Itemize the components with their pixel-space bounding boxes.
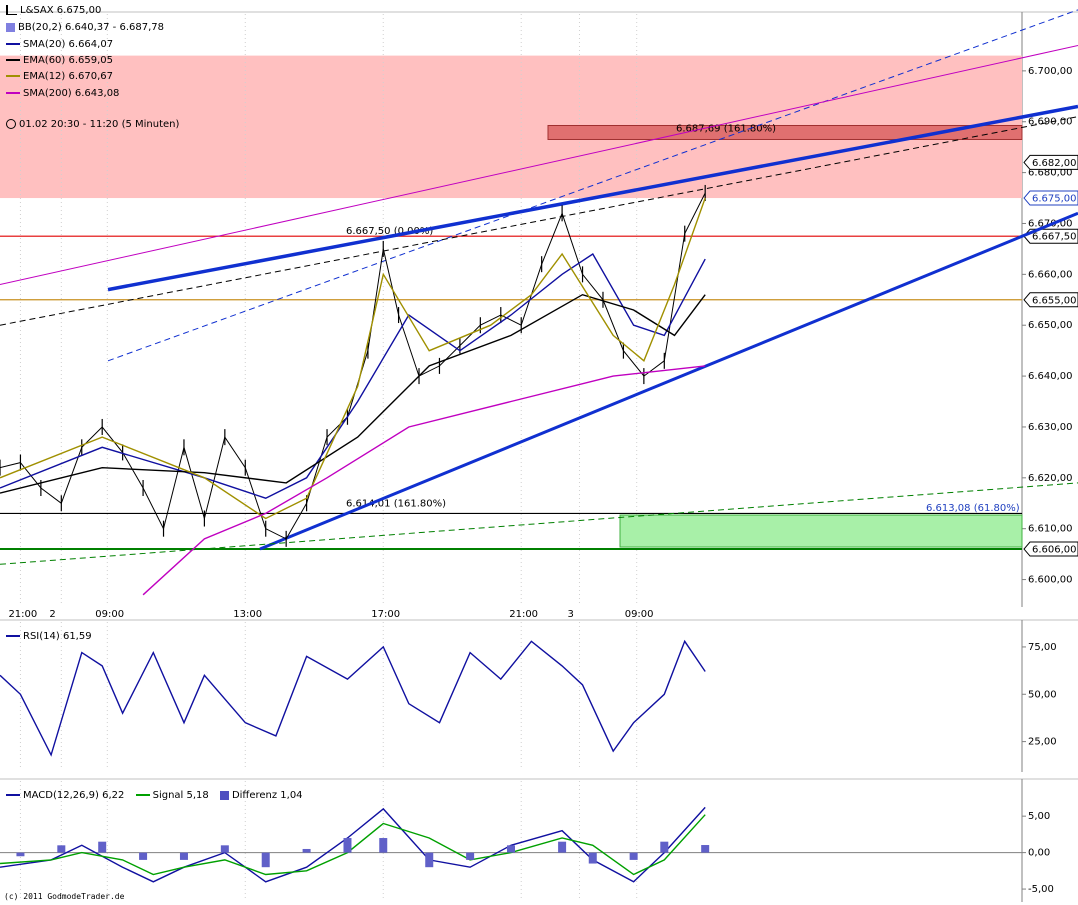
histogram-bar (379, 838, 388, 853)
price-marker-label: 6.667,50 (1032, 232, 1077, 243)
histogram-bar (57, 845, 66, 853)
y-tick-label: 6.680,00 (1028, 168, 1073, 179)
price-marker (1023, 190, 1078, 206)
macd-panel: -5,00 0,00 5,00 (0, 778, 1078, 902)
instrument-label: L&SAX 6.675,00 (6, 4, 101, 17)
price-marker (1023, 228, 1078, 244)
x-tick-label: 17:00 (371, 609, 400, 620)
x-tick-label: 21:00 (8, 609, 37, 620)
histogram-bar (629, 852, 638, 860)
y-tick-label: 0,00 (1028, 848, 1050, 859)
long-trend-line (0, 116, 1078, 326)
histogram-bar (507, 845, 515, 853)
annotation-label: 6.614,01 (161.80%) (346, 498, 446, 509)
legend-macd[interactable]: MACD(12,26,9) 6,22 Signal 5,18 Differenz… (6, 789, 303, 802)
histogram-bar (16, 852, 25, 857)
rsi-panel: 25,00 50,00 75,00 (0, 619, 1078, 772)
y-tick-label: -5,00 (1028, 884, 1054, 895)
legend-ema12[interactable]: EMA(12) 6.670,67 (6, 70, 113, 83)
y-tick-label: 50,00 (1028, 689, 1057, 700)
x-tick-label: 2 (49, 609, 55, 620)
y-tick-label: 6.600,00 (1028, 575, 1073, 586)
magenta-trend-line (0, 44, 1078, 286)
price-marker-label: 6.606,00 (1032, 545, 1077, 556)
lower-channel-line (259, 211, 1078, 551)
legend-sma20[interactable]: SMA(20) 6.664,07 (6, 38, 113, 51)
legend-bb[interactable]: BB(20,2) 6.640,37 - 6.687,78 (6, 21, 164, 34)
series-line (0, 253, 706, 499)
annotation-label: 6.667,50 (0.00%) (346, 226, 433, 237)
price-marker (1023, 292, 1078, 308)
histogram-icon (219, 790, 229, 800)
y-tick-label: 6.650,00 (1028, 320, 1073, 331)
legend-ema60[interactable]: EMA(60) 6.659,05 (6, 54, 113, 67)
price-marker (1023, 154, 1078, 170)
x-tick-label: 09:00 (625, 609, 654, 620)
series-line (142, 365, 706, 596)
x-tick-label: 21:00 (509, 609, 538, 620)
annotation-label: 6.687,69 (161.80%) (676, 123, 776, 134)
histogram-bar (261, 852, 270, 868)
histogram-bar (701, 845, 710, 853)
price-panel: 6.600,00 6.610,00 6.620,00 6.630,00 6.640,00… (0, 9, 1078, 620)
bar-chart-icon (6, 5, 17, 15)
histogram-bar (302, 848, 311, 853)
histogram-bar (220, 845, 229, 853)
copyright: (c) 2011 GodmodeTrader.de (4, 892, 125, 901)
y-tick-label: 6.690,00 (1028, 117, 1073, 128)
y-tick-label: 6.660,00 (1028, 269, 1073, 280)
histogram-bar (660, 841, 669, 853)
period-label: 01.02 20:30 - 11:20 (5 Minuten) (6, 118, 179, 131)
legend-sma200[interactable]: SMA(200) 6.643,08 (6, 87, 119, 100)
x-tick-label: 13:00 (233, 609, 262, 620)
legend-rsi[interactable]: RSI(14) 61,59 (6, 630, 92, 643)
series-line (0, 639, 706, 757)
histogram-bar (466, 852, 475, 860)
series-line (0, 197, 706, 520)
histogram-bar (588, 852, 597, 864)
price-marker-label: 6.655,00 (1032, 295, 1077, 306)
green-trend-line (0, 482, 1078, 565)
y-tick-label: 25,00 (1028, 737, 1057, 748)
y-tick-label: 6.640,00 (1028, 371, 1073, 382)
clock-icon (6, 119, 16, 129)
y-tick-label: 5,00 (1028, 811, 1050, 822)
histogram-bar (139, 852, 148, 860)
y-tick-label: 6.630,00 (1028, 422, 1073, 433)
histogram-bar (179, 852, 188, 860)
histogram-bar (558, 841, 567, 853)
x-tick-label: 09:00 (95, 609, 124, 620)
price-marker-label: 6.675,00 (1032, 194, 1077, 205)
fib-target-box (547, 124, 1023, 140)
price-marker-label: 6.682,00 (1032, 158, 1077, 169)
histogram-bar (425, 852, 434, 868)
annotation-label: 6.613,08 (61.80%) (926, 503, 1020, 514)
upper-channel-line (107, 104, 1078, 292)
y-tick-label: 6.620,00 (1028, 473, 1073, 484)
x-tick-label: 3 (567, 609, 573, 620)
histogram-bar (343, 838, 352, 853)
price-marker (1023, 541, 1078, 557)
y-tick-label: 6.700,00 (1028, 66, 1073, 77)
y-tick-label: 75,00 (1028, 642, 1057, 653)
y-tick-label: 6.610,00 (1028, 524, 1073, 535)
support-zone (619, 514, 1023, 548)
channel-extension-line (107, 9, 1078, 362)
series-line (0, 293, 706, 494)
histogram-bar (98, 841, 107, 853)
